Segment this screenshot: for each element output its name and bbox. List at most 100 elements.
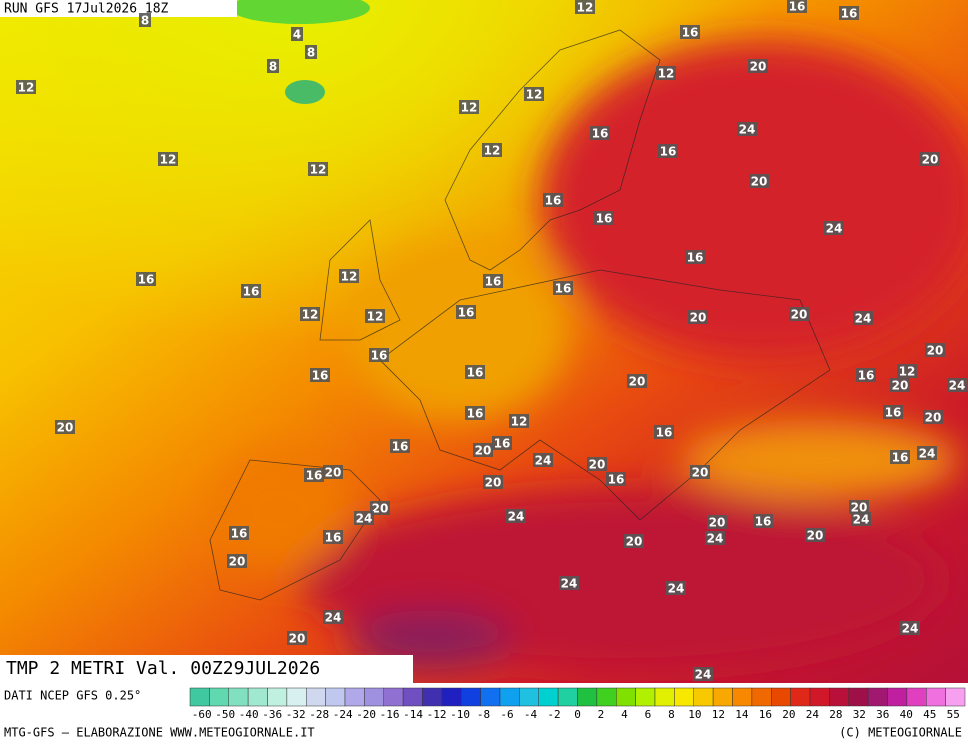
label-box [606,472,626,486]
label-box [705,531,725,545]
isotherm-label: 16 [458,306,475,320]
isotherm-label: 20 [289,632,306,646]
label-box [304,468,324,482]
isotherm-label: 16 [656,426,673,440]
isotherm-label: 16 [138,273,155,287]
colorbar-label: 10 [688,708,701,721]
label-box [369,348,389,362]
label-box [839,6,859,20]
colorbar-swatch [267,687,288,707]
isotherm-label: 24 [356,512,373,526]
label-box [323,610,343,624]
label-box [553,281,573,295]
colorbar-label: -60 [192,708,212,721]
isotherm-label: 24 [853,513,870,527]
label-box [656,66,676,80]
label-box [354,511,374,525]
colorbar-swatch [867,687,888,707]
colorbar-swatch [422,687,443,707]
colorbar-swatch [848,687,869,707]
colorbar-swatch [654,687,675,707]
label-box [291,27,303,41]
isotherm-label: 12 [18,81,35,95]
colorbar-swatch [616,687,636,707]
label-box [543,193,563,207]
colorbar-label: -20 [356,708,376,721]
isotherm-label: 20 [750,60,767,74]
isotherm-label: 16 [545,194,562,208]
isotherm-label: 20 [807,529,824,543]
label-box [685,250,705,264]
colorbar-swatch [480,687,501,707]
label-box [524,87,544,101]
label-box [748,59,768,73]
label-box [805,528,825,542]
isotherm-label: 8 [269,60,277,74]
label-box [594,211,614,225]
label-box [658,144,678,158]
isotherm-label: 20 [325,466,342,480]
colorbar-label: -40 [239,708,259,721]
isotherm-label: 20 [475,444,492,458]
map-title: TMP 2 METRI Val. 00Z29JUL2026 [6,658,320,679]
label-box [890,378,910,392]
colorbar-swatch [829,687,849,707]
label-box [900,621,920,635]
colorbar-label: -10 [450,708,470,721]
isotherm-label: 24 [508,510,525,524]
label-box [509,414,529,428]
label-box [856,368,876,382]
isotherm-label: 20 [925,411,942,425]
isotherm-label: 16 [467,366,484,380]
label-box [241,284,261,298]
isotherm-label: 16 [682,26,699,40]
colorbar-label: -28 [309,708,329,721]
colorbar-swatch [286,687,307,707]
run-label: RUN GFS 17Jul2026 18Z [4,2,169,17]
label-box [890,450,910,464]
colorbar-label: 4 [621,708,628,721]
colorbar-label: -32 [286,708,306,721]
isotherm-label: 16 [371,349,388,363]
colorbar-label: 6 [645,708,652,721]
isotherm-label: 20 [57,421,74,435]
label-box [323,465,343,479]
label-box [624,534,644,548]
label-box [559,576,579,590]
colorbar-label: 0 [574,708,581,721]
isotherm-label: 12 [526,88,543,102]
label-box [737,122,757,136]
isotherm-label: 12 [511,415,528,429]
source: DATI NCEP GFS 0.25° [4,689,141,703]
label-box [506,509,526,523]
isotherm-label: 16 [467,407,484,421]
label-box [590,126,610,140]
isotherm-label: 16 [231,527,248,541]
label-box [923,410,943,424]
colorbar-swatch [247,687,268,707]
isotherm-label: 16 [789,0,806,14]
isotherm-label: 20 [692,466,709,480]
colorbar-label: -24 [333,708,353,721]
colorbar-label: -36 [262,708,282,721]
colorbar-swatch [751,687,772,707]
label-box [920,152,940,166]
colorbar-swatch [557,687,578,707]
label-box [473,443,493,457]
isotherm-label: 16 [555,282,572,296]
isotherm-label: 24 [739,123,756,137]
label-box [849,500,869,514]
isotherm-label: 16 [392,440,409,454]
colorbar-label: -14 [403,708,423,721]
colorbar-label: 45 [923,708,936,721]
colorbar-label: 8 [668,708,675,721]
isotherm-label: 12 [899,365,916,379]
isotherm-label: 16 [885,406,902,420]
colorbar-label: -4 [524,708,538,721]
label-box [947,378,967,392]
colorbar-swatch [325,687,346,707]
colorbar-swatch [926,687,946,707]
isotherm-label: 16 [592,127,609,141]
isotherm-label: 12 [461,101,478,115]
